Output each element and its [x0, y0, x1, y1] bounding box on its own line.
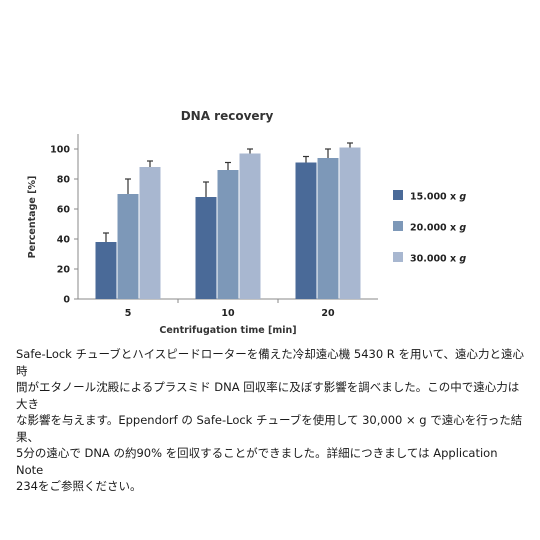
- bar: [239, 153, 261, 299]
- bar: [317, 158, 339, 299]
- caption-line: な影響を与えます。Eppendorf の Safe-Lock チューブを使用して…: [16, 413, 523, 444]
- legend-swatch: [393, 190, 403, 200]
- plot-area: 0 20 40 60 80 100 5 10 20: [50, 134, 378, 319]
- x-axis-label: Centrifugation time [min]: [159, 325, 296, 336]
- legend-swatch: [393, 221, 403, 231]
- y-axis-label: Percentage [%]: [27, 176, 38, 259]
- bar: [139, 167, 161, 299]
- legend-label: 20.000 x g: [410, 223, 466, 234]
- x-tick-label: 10: [221, 308, 235, 319]
- chart-title: DNA recovery: [181, 109, 274, 123]
- caption-line: 234をご参照ください。: [16, 479, 142, 493]
- bar: [95, 242, 117, 299]
- bar: [195, 197, 217, 299]
- bar: [217, 170, 239, 299]
- legend: 15.000 x g 20.000 x g 30.000 x g: [393, 190, 466, 265]
- caption-line: 間がエタノール沈殿によるプラスミド DNA 回収率に及ぼす影響を調べました。この…: [16, 380, 520, 411]
- y-tick-label: 80: [57, 175, 71, 186]
- x-tick-label: 20: [321, 308, 335, 319]
- caption-line: 5分の遠心で DNA の約90% を回収することができました。詳細につきましては…: [16, 446, 498, 477]
- bar: [295, 162, 317, 299]
- legend-swatch: [393, 252, 403, 262]
- bar: [117, 194, 139, 299]
- y-tick-label: 60: [57, 205, 71, 216]
- y-tick-label: 0: [63, 295, 70, 306]
- legend-label: 15.000 x g: [410, 192, 466, 203]
- legend-label: 30.000 x g: [410, 254, 466, 265]
- y-tick-label: 40: [57, 235, 71, 246]
- y-tick-label: 20: [57, 265, 71, 276]
- y-tick-label: 100: [50, 145, 70, 156]
- caption-line: Safe-Lock チューブとハイスピードローターを備えた冷却遠心機 5430 …: [16, 347, 525, 378]
- bar: [339, 147, 361, 299]
- x-tick-label: 5: [125, 308, 132, 319]
- chart-svg: DNA recovery Percentage [%] Centrifugati…: [27, 109, 466, 336]
- caption: Safe-Lock チューブとハイスピードローターを備えた冷却遠心機 5430 …: [16, 346, 528, 495]
- dna-recovery-chart: DNA recovery Percentage [%] Centrifugati…: [10, 100, 480, 340]
